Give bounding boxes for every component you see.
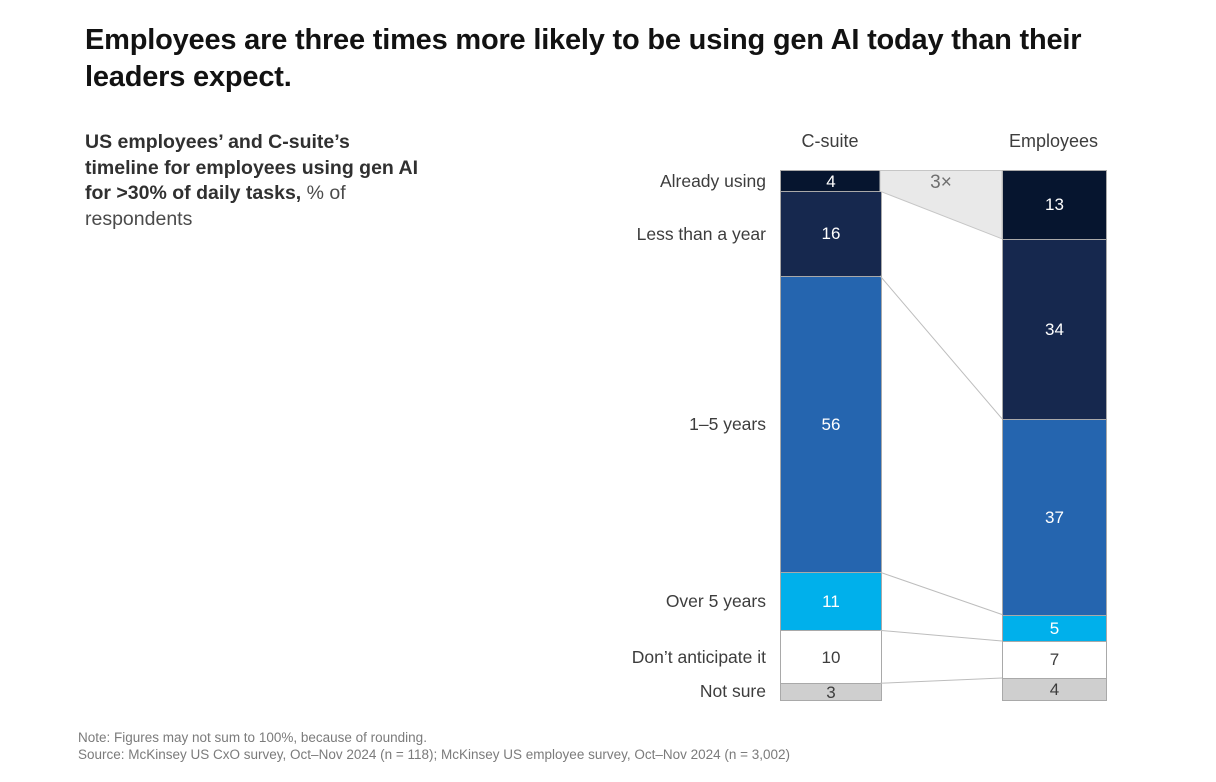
connector-line [879, 677, 1003, 684]
bar-segment: 16 [781, 192, 881, 277]
bar-segment: 56 [781, 276, 881, 574]
bar-segment: 4 [1003, 679, 1106, 701]
segment-value: 3 [826, 682, 836, 702]
segment-value: 37 [1045, 507, 1064, 527]
bar-employees: 13 34 37 5 7 4 [1002, 170, 1107, 702]
category-label: Not sure [699, 681, 766, 702]
bar-segment: 5 [1003, 615, 1106, 642]
segment-value: 4 [826, 171, 836, 191]
note-text: Note: Figures may not sum to 100%, becau… [78, 730, 427, 745]
chart-description: US employees’ and C-suite’s timeline for… [85, 130, 423, 232]
chart-description-bold: US employees’ and C-suite’s timeline for… [85, 131, 419, 204]
bar-segment: 7 [1003, 641, 1106, 679]
ratio-band [879, 170, 1003, 240]
bar-segment: 10 [781, 631, 881, 685]
segment-value: 56 [821, 414, 841, 434]
chart-description-unit: % of respondents [85, 182, 346, 230]
segment-value: 7 [1049, 650, 1060, 670]
column-header-employees: Employees [1008, 131, 1099, 151]
source-text: Source: McKinsey US CxO survey, Oct–Nov … [78, 747, 791, 762]
category-label: Already using [659, 170, 766, 191]
bar-segment: 37 [1003, 419, 1106, 616]
segment-value: 5 [1049, 618, 1060, 638]
segment-value: 4 [1049, 680, 1060, 700]
segment-value: 13 [1045, 195, 1064, 215]
category-label: 1–5 years [689, 414, 766, 434]
bar-segment: 11 [781, 573, 881, 632]
category-label: Less than a year [636, 223, 766, 244]
column-header-c-suite: C-suite [801, 131, 859, 151]
ratio-annotation: 3× [930, 172, 952, 193]
connector-line [879, 275, 1003, 420]
page-title: Employees are three times more likely to… [85, 24, 1082, 93]
category-label: Over 5 years [665, 591, 766, 612]
bar-segment: 3 [781, 682, 881, 702]
segment-value: 34 [1045, 319, 1064, 339]
connector-line [879, 629, 1003, 642]
segment-value: 10 [821, 647, 841, 667]
bar-segment: 4 [781, 171, 881, 193]
segment-value: 16 [821, 224, 841, 244]
bar-segment: 13 [1003, 171, 1106, 240]
bar-c-suite: 4 16 56 11 10 3 [780, 170, 882, 702]
connector-line [879, 571, 1003, 615]
category-label: Don’t anticipate it [631, 646, 766, 667]
bar-segment: 34 [1003, 239, 1106, 420]
segment-value: 11 [822, 592, 840, 612]
connector-lines [879, 170, 1003, 684]
